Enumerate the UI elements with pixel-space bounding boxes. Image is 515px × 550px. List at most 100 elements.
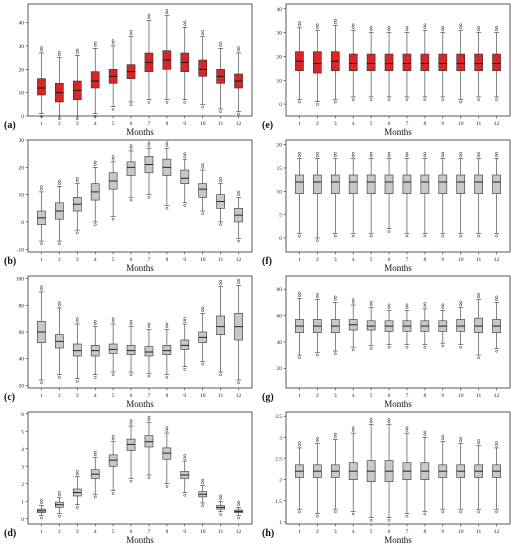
box-11 (474, 151, 483, 238)
outlier-point (316, 23, 319, 27)
y-tick-label: 20 (19, 67, 25, 73)
box-iqr (90, 71, 100, 89)
outlier-point (351, 426, 355, 430)
x-tick-label: 7 (148, 393, 151, 399)
outlier-point (495, 441, 498, 444)
x-tick-label: 12 (236, 393, 242, 399)
box-11 (216, 41, 225, 114)
x-tick-label: 3 (76, 257, 79, 263)
outlier-point (495, 234, 498, 238)
outlier-point (129, 319, 133, 323)
outlier-point (201, 166, 205, 169)
outlier-point (93, 376, 97, 379)
outlier-point (495, 154, 498, 158)
outlier-point (219, 282, 222, 286)
outlier-point (369, 518, 373, 522)
outlier-point (316, 154, 319, 158)
outlier-point (129, 479, 133, 483)
outlier-point (351, 98, 355, 101)
x-tick-label: 10 (200, 529, 206, 535)
outlier-point (477, 356, 480, 360)
box-2 (313, 292, 322, 357)
outlier-point (201, 481, 205, 485)
x-tick-label: 9 (183, 393, 186, 399)
x-tick-label: 9 (441, 257, 444, 263)
outlier-point (237, 112, 240, 116)
outlier-point (459, 23, 463, 27)
box-iqr (348, 174, 358, 194)
box-iqr (420, 174, 430, 194)
outlier-point (369, 151, 373, 155)
x-tick-label: 10 (200, 257, 206, 263)
outlier-point (351, 234, 355, 238)
box-9 (438, 151, 448, 238)
y-tick-label: 2 (279, 478, 282, 484)
x-tick-label: 8 (424, 529, 427, 535)
outlier-point (495, 298, 498, 302)
box-iqr (330, 174, 340, 194)
outlier-point (387, 303, 391, 307)
box-8 (162, 8, 172, 104)
box-1 (295, 151, 304, 238)
outlier-point (459, 303, 463, 307)
outlier-point (423, 345, 427, 349)
outlier-point (40, 187, 43, 191)
box-2 (55, 179, 64, 246)
outlier-point (201, 212, 205, 216)
box-iqr (474, 317, 483, 333)
box-12 (492, 25, 501, 101)
x-tick-label: 5 (370, 393, 373, 399)
outlier-point (387, 154, 391, 158)
outlier-point (495, 295, 498, 299)
box-5 (366, 417, 376, 522)
outlier-point (183, 155, 187, 158)
outlier-point (387, 345, 391, 349)
y-tick-label: 40 (19, 21, 25, 27)
box-7 (144, 415, 154, 480)
y-tick-label: 30 (19, 44, 25, 50)
panel-label: (h) (262, 528, 274, 539)
outlier-point (165, 322, 169, 326)
box-12 (234, 278, 243, 385)
outlier-point (40, 285, 43, 288)
outlier-point (219, 373, 222, 377)
box-1 (295, 291, 304, 360)
box-4 (348, 151, 358, 238)
outlier-point (111, 317, 115, 320)
outlier-point (298, 291, 301, 295)
box-9 (180, 454, 190, 497)
outlier-point (298, 100, 301, 104)
x-tick-label: 8 (166, 257, 169, 263)
x-tick-label: 8 (424, 393, 427, 399)
outlier-point (441, 28, 445, 32)
box-iqr (456, 174, 466, 194)
outlier-point (351, 348, 355, 352)
x-tick-label: 9 (441, 121, 444, 127)
y-tick-label: 30 (19, 138, 25, 144)
x-tick-label: 6 (388, 529, 391, 535)
outlier-point (369, 420, 373, 424)
x-tick-label: 11 (476, 257, 482, 263)
x-tick-label: 3 (334, 393, 337, 399)
y-tick-label: 20 (19, 165, 25, 171)
x-tick-label: 2 (316, 257, 319, 263)
outlier-point (441, 510, 445, 514)
outlier-point (75, 472, 79, 476)
outlier-point (387, 25, 391, 29)
x-axis-label: Months (384, 127, 412, 137)
y-tick-label: 5 (279, 213, 282, 219)
x-tick-label: 4 (352, 257, 355, 263)
x-tick-label: 3 (334, 121, 337, 127)
box-iqr (402, 174, 412, 194)
box-3 (330, 151, 340, 238)
outlier-point (316, 295, 319, 299)
box-11 (474, 25, 483, 101)
outlier-point (147, 144, 151, 147)
outlier-point (333, 298, 337, 302)
outlier-point (369, 154, 373, 158)
outlier-point (165, 485, 169, 488)
x-axis-label: Months (384, 535, 412, 545)
outlier-point (183, 368, 187, 371)
outlier-point (477, 510, 480, 514)
